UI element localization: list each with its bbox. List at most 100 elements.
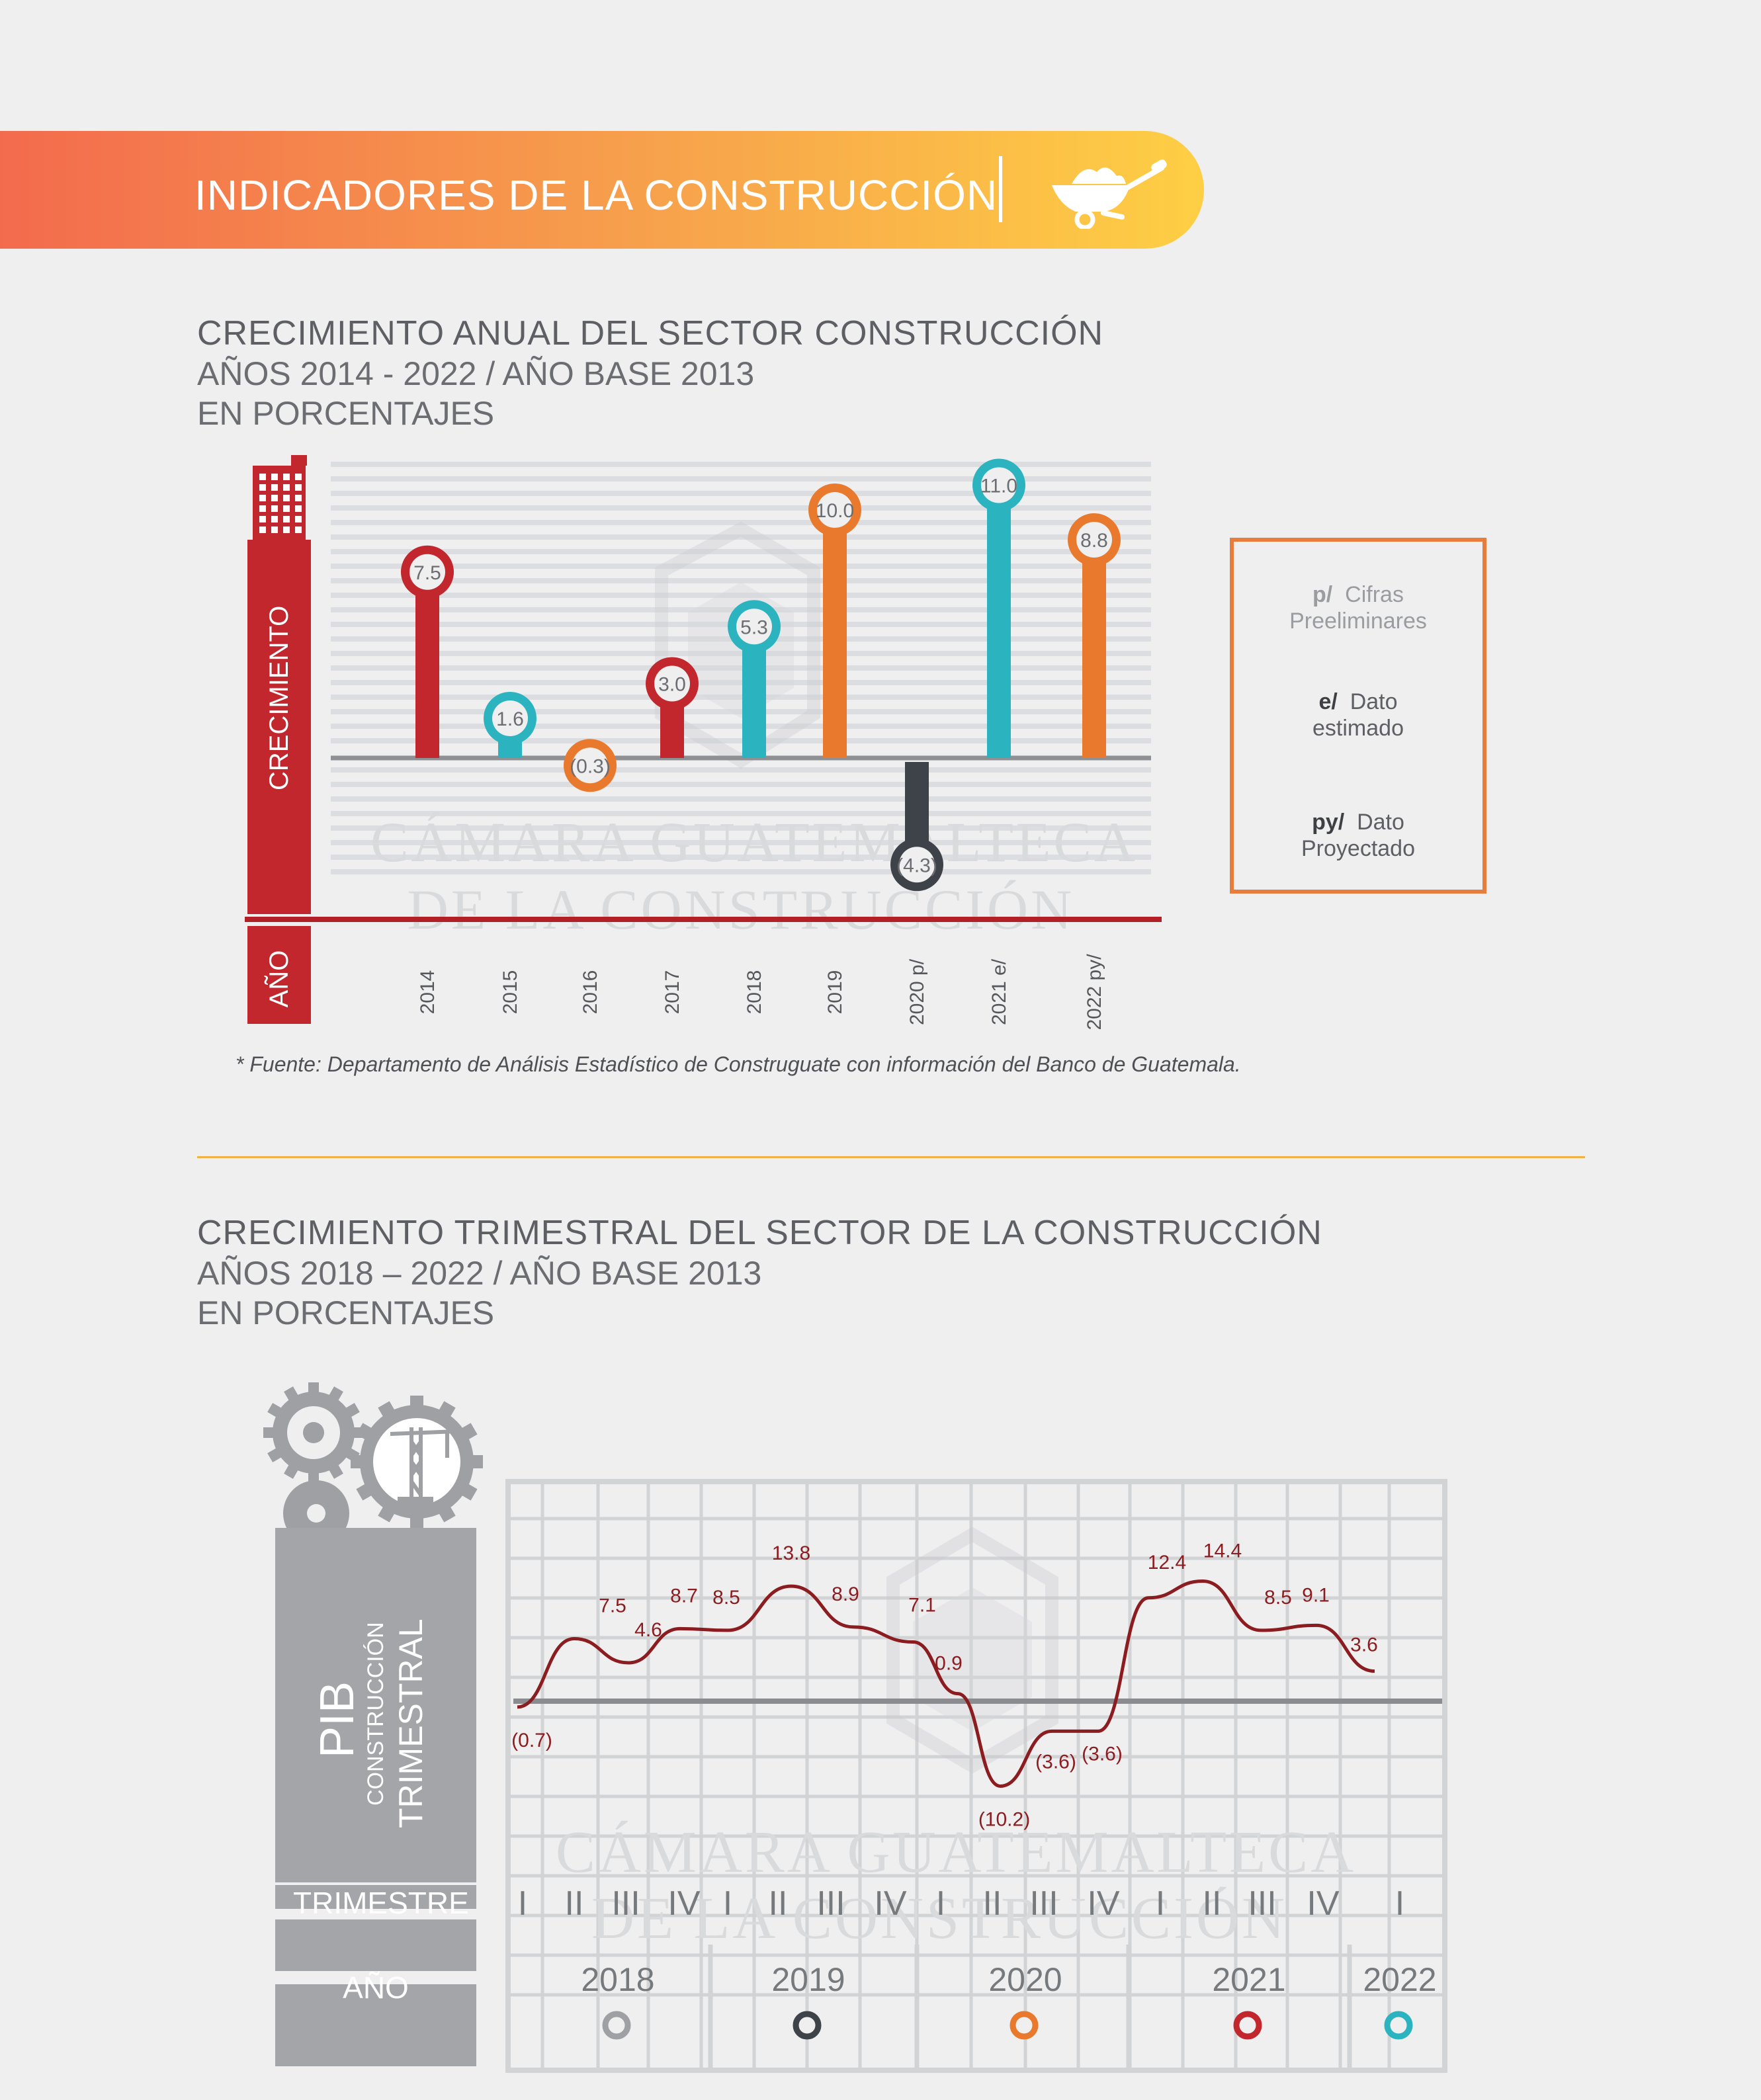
data-label: 13.8: [772, 1542, 810, 1564]
marker-hole: [981, 467, 1017, 503]
year-marker: [1233, 2011, 1262, 2040]
quarterly-chart-title: CRECIMIENTO TRIMESTRAL DEL SECTOR DE LA …: [197, 1214, 1322, 1252]
watermark-line-1: CÁMARA GUATEMALTECA: [556, 1820, 1356, 1885]
quarterly-chart: CÁMARA GUATEMALTECA DE LA CONSTRUCCIÓN (…: [263, 1382, 1447, 2073]
marker-hole: [654, 665, 690, 702]
crane-icon: [390, 1427, 457, 1510]
pib-panel-gap: [275, 1882, 476, 1885]
building-window: [259, 516, 266, 523]
gear-tooth: [308, 1382, 319, 1397]
data-label: (10.2): [978, 1809, 1030, 1831]
section-divider: [197, 1156, 1585, 1158]
building-window: [295, 505, 302, 512]
gear-tooth: [267, 1446, 286, 1462]
year-label: 2022: [1363, 1961, 1436, 1998]
legend-item-estimado: e/ Dato estimado: [1234, 689, 1482, 741]
quarter-label: III: [611, 1884, 640, 1923]
value-marker: (4.3): [890, 838, 943, 892]
bar-2014: [415, 571, 439, 758]
data-label: 4.6: [634, 1619, 662, 1641]
building-window: [283, 495, 290, 501]
gear-tooth: [327, 1386, 343, 1405]
legend-key: e/: [1318, 689, 1338, 714]
marker-hole: [572, 747, 608, 784]
legend-text: estimado: [1312, 716, 1404, 741]
gear-tooth: [436, 1501, 456, 1523]
gear-tooth: [456, 1423, 478, 1443]
marker-hole: [409, 554, 445, 590]
value-marker: 7.5: [401, 545, 454, 599]
annual-chart: CÁMARA GUATEMALTECA DE LA CONSTRUCCIÓN 7…: [245, 455, 1162, 1030]
title-separator: [999, 156, 1002, 222]
page-title: INDICADORES DE LA CONSTRUCCIÓN: [194, 171, 998, 219]
marker-hole: [899, 847, 935, 883]
building-window: [271, 505, 278, 512]
pib-sublabel-1: CONSTRUCCIÓN: [363, 1622, 388, 1806]
quarter-label: I: [936, 1884, 945, 1923]
x-tick-label: 2022 py/: [1084, 954, 1105, 1030]
watermark-line-2: DE LA CONSTRUCCIÓN: [591, 1886, 1287, 1951]
bar-2022: [1082, 540, 1106, 758]
quarter-label: IV: [874, 1884, 906, 1923]
legend-text: Dato: [1357, 810, 1404, 835]
ano-label: AÑO: [343, 1970, 409, 2005]
pib-label: PIB: [311, 1681, 364, 1759]
annual-y-axis-label: CRECIMIENTO: [265, 605, 294, 790]
marker-hole: [1076, 522, 1112, 558]
data-label: 9.1: [1302, 1584, 1330, 1606]
data-label: 14.4: [1203, 1540, 1242, 1562]
trimestre-label: TRIMESTRE: [293, 1886, 469, 1920]
gear-tooth: [356, 1423, 377, 1443]
building-window: [271, 474, 278, 480]
legend-text: Dato: [1350, 689, 1398, 714]
building-window: [259, 484, 266, 491]
building-window: [295, 516, 302, 523]
quarter-label: IV: [667, 1884, 700, 1923]
gear-tooth: [284, 1460, 300, 1479]
annual-chart-title: CRECIMIENTO ANUAL DEL SECTOR CONSTRUCCIÓ…: [197, 314, 1104, 353]
year-marker: [1384, 2011, 1413, 2040]
value-marker: 1.6: [484, 692, 537, 745]
legend-item-preliminares: p/ Cifras Preeliminares: [1234, 581, 1482, 634]
year-label: 2021: [1212, 1961, 1285, 1998]
gear-tooth: [456, 1481, 478, 1501]
value-marker: 3.0: [646, 657, 699, 710]
gear-tooth: [284, 1386, 300, 1405]
gear-tooth: [378, 1501, 398, 1523]
gear-icon: [263, 1382, 483, 1546]
trimestre-label-box: [275, 1919, 476, 1971]
value-marker: 5.3: [728, 600, 781, 653]
gear-tooth: [467, 1455, 483, 1468]
data-label: 7.5: [413, 562, 441, 584]
data-label: (0.7): [511, 1730, 552, 1751]
data-label: (4.3): [896, 855, 937, 876]
legend-key: py/: [1312, 810, 1345, 835]
legend-key: p/: [1312, 582, 1333, 607]
gear-tooth: [378, 1401, 398, 1422]
x-tick-label: 2016: [580, 970, 601, 1015]
pib-panel: [275, 1528, 476, 1909]
data-label: (3.6): [1082, 1743, 1123, 1765]
legend-box: p/ Cifras Preeliminares e/ Dato estimado…: [1230, 538, 1486, 894]
source-note: * Fuente: Departamento de Análisis Estad…: [236, 1052, 1241, 1076]
ano-label-box: [275, 1984, 476, 2066]
building-window: [283, 505, 290, 512]
gear-tooth: [436, 1401, 456, 1422]
quarter-label: I: [723, 1884, 732, 1923]
building-window: [283, 474, 290, 480]
gear-tooth: [351, 1455, 366, 1468]
year-marker: [1009, 2011, 1039, 2040]
gear-tooth: [327, 1460, 343, 1479]
x-tick-label: 2017: [662, 970, 683, 1015]
value-marker: 8.8: [1068, 513, 1121, 566]
annual-x-axis: [245, 917, 1162, 922]
x-tick-label: 2021 e/: [988, 958, 1010, 1025]
building-window: [259, 505, 266, 512]
building-window: [271, 484, 278, 491]
quarter-label: IV: [1307, 1884, 1339, 1923]
quarter-label: I: [1395, 1884, 1404, 1923]
data-label: 3.0: [658, 674, 686, 696]
pib-sublabel-2: TRIMESTRAL: [392, 1618, 429, 1828]
x-tick-label: 2019: [824, 970, 846, 1015]
quarter-label: III: [1029, 1884, 1058, 1923]
